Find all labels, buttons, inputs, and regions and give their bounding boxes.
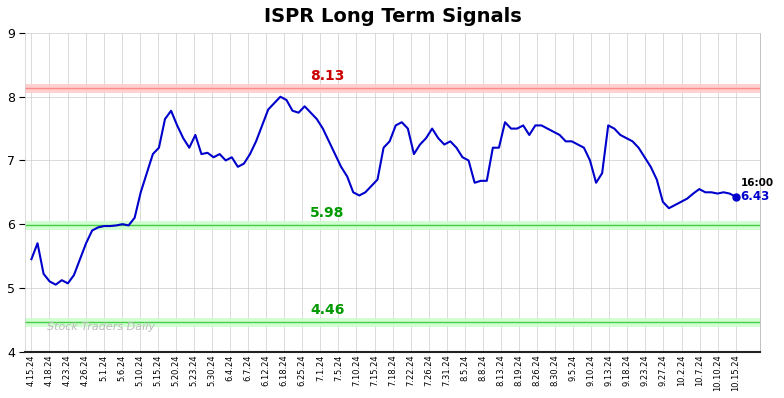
Text: 5.98: 5.98 [310, 206, 344, 220]
Bar [25, 318, 760, 327]
Text: 16:00: 16:00 [741, 178, 774, 188]
Title: ISPR Long Term Signals: ISPR Long Term Signals [263, 7, 521, 26]
Text: 4.46: 4.46 [310, 303, 344, 317]
Text: Stock Traders Daily: Stock Traders Daily [47, 322, 155, 332]
Text: 6.43: 6.43 [741, 190, 770, 203]
Text: 8.13: 8.13 [310, 69, 344, 83]
Bar [25, 84, 760, 93]
Bar [25, 221, 760, 230]
